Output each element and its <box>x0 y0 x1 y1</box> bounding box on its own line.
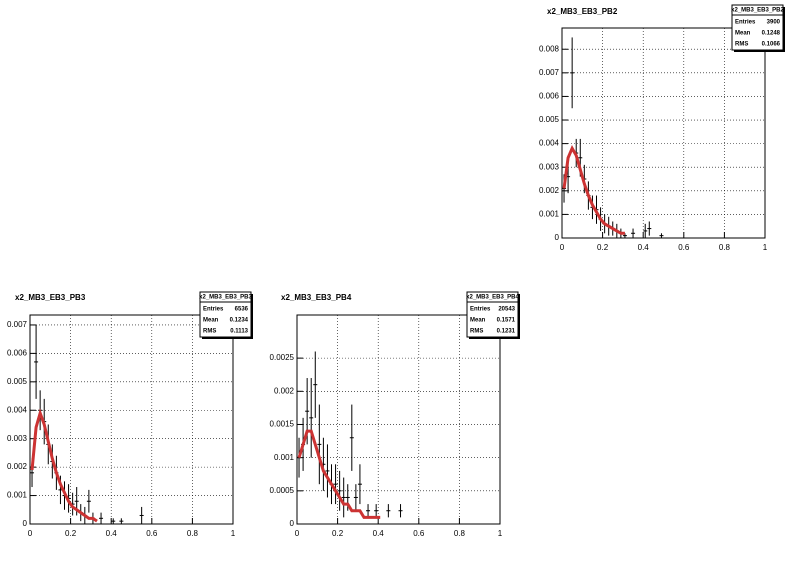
pad-title: x2_MB3_EB3_PB3 <box>15 293 86 302</box>
x-tick-label: 0.6 <box>678 243 690 252</box>
stats-value: 0.1248 <box>762 31 781 37</box>
histogram-pad: x2_MB3_EB3_PB4 0 0.2 0.4 0.6 0.8 1 0 0.0005 0.001… <box>270 291 520 538</box>
stats-box <box>199 291 252 338</box>
stats-name: x2_MB3_EB3_PB2 <box>731 8 784 14</box>
y-tick-label: 0.001 <box>274 453 295 462</box>
x-tick-label: 0.2 <box>332 529 344 538</box>
x-tick-label: 0 <box>560 243 565 252</box>
y-tick-label: 0.0005 <box>270 486 295 495</box>
stats-value: 0.1234 <box>230 318 249 324</box>
fit-curve <box>562 144 625 235</box>
stats-label: Entries <box>203 307 224 313</box>
stats-box <box>466 291 519 338</box>
pad-title: x2_MB3_EB3_PB2 <box>547 7 618 16</box>
y-tick-label: 0.003 <box>7 434 28 443</box>
y-tick-label: 0.001 <box>539 210 560 219</box>
stats-label: Mean <box>203 318 219 324</box>
y-tick-label: 0 <box>555 233 560 242</box>
histogram-pad: x2_MB3_EB3_PB2 0 0.2 0.4 0.6 0.8 1 0 0.001 0.002 0… <box>539 4 785 252</box>
y-tick-label: 0.007 <box>7 320 28 329</box>
stats-label: RMS <box>470 329 483 335</box>
x-tick-label: 0.6 <box>413 529 425 538</box>
x-tick-label: 0.2 <box>597 243 609 252</box>
x-tick-label: 0 <box>295 529 300 538</box>
plot-area <box>297 351 403 519</box>
x-tick-label: 0.8 <box>454 529 466 538</box>
y-tick-label: 0.002 <box>274 386 295 395</box>
x-tick-label: 0.4 <box>638 243 650 252</box>
y-tick-label: 0.005 <box>539 115 560 124</box>
x-tick-label: 0 <box>28 529 33 538</box>
plot-area <box>30 324 144 524</box>
stats-value: 0.1066 <box>762 42 781 48</box>
x-tick-label: 0.4 <box>373 529 385 538</box>
y-tick-label: 0.008 <box>539 44 560 53</box>
y-tick-label: 0.001 <box>7 491 28 500</box>
stats-label: Mean <box>470 318 486 324</box>
x-tick-label: 1 <box>498 529 503 538</box>
stats-value: 0.1231 <box>497 329 516 335</box>
fit-curve <box>30 408 98 523</box>
y-tick-label: 0.002 <box>7 462 28 471</box>
x-tick-label: 1 <box>763 243 768 252</box>
y-tick-label: 0.004 <box>539 139 560 148</box>
stats-label: RMS <box>735 42 748 48</box>
x-tick-label: 0.6 <box>146 529 158 538</box>
y-tick-label: 0.006 <box>539 92 560 101</box>
stats-label: RMS <box>203 329 216 335</box>
y-tick-label: 0.0015 <box>270 420 295 429</box>
histogram-pad: x2_MB3_EB3_PB3 0 0.2 0.4 0.6 0.8 1 0 0.001 0.002 0… <box>7 291 253 538</box>
y-tick-label: 0 <box>290 519 295 528</box>
stats-value: 20543 <box>498 307 515 313</box>
y-tick-label: 0.0025 <box>270 353 295 362</box>
y-tick-label: 0.002 <box>539 186 560 195</box>
y-tick-label: 0.005 <box>7 377 28 386</box>
frame <box>561 27 766 239</box>
x-tick-label: 0.8 <box>187 529 199 538</box>
y-tick-label: 0.007 <box>539 68 560 77</box>
frame <box>296 314 501 525</box>
y-tick-label: 0.003 <box>539 162 560 171</box>
x-tick-label: 0.8 <box>719 243 731 252</box>
x-tick-label: 0.4 <box>106 529 118 538</box>
y-tick-label: 0.006 <box>7 348 28 357</box>
fit-curve <box>297 429 381 519</box>
x-tick-label: 0.2 <box>65 529 77 538</box>
y-tick-label: 0 <box>23 519 28 528</box>
stats-box <box>731 4 784 51</box>
stats-label: Entries <box>470 307 491 313</box>
plot-area <box>562 37 664 238</box>
stats-value: 0.1571 <box>497 318 516 324</box>
stats-value: 6536 <box>235 307 249 313</box>
x-tick-label: 1 <box>231 529 236 538</box>
y-tick-label: 0.004 <box>7 405 28 414</box>
stats-value: 3900 <box>767 20 781 26</box>
stats-label: Entries <box>735 20 756 26</box>
stats-name: x2_MB3_EB3_PB3 <box>199 295 252 301</box>
stats-name: x2_MB3_EB3_PB4 <box>466 295 519 301</box>
stats-label: Mean <box>735 31 751 37</box>
pad-title: x2_MB3_EB3_PB4 <box>281 293 352 302</box>
stats-value: 0.1113 <box>230 329 248 335</box>
frame <box>29 314 234 525</box>
